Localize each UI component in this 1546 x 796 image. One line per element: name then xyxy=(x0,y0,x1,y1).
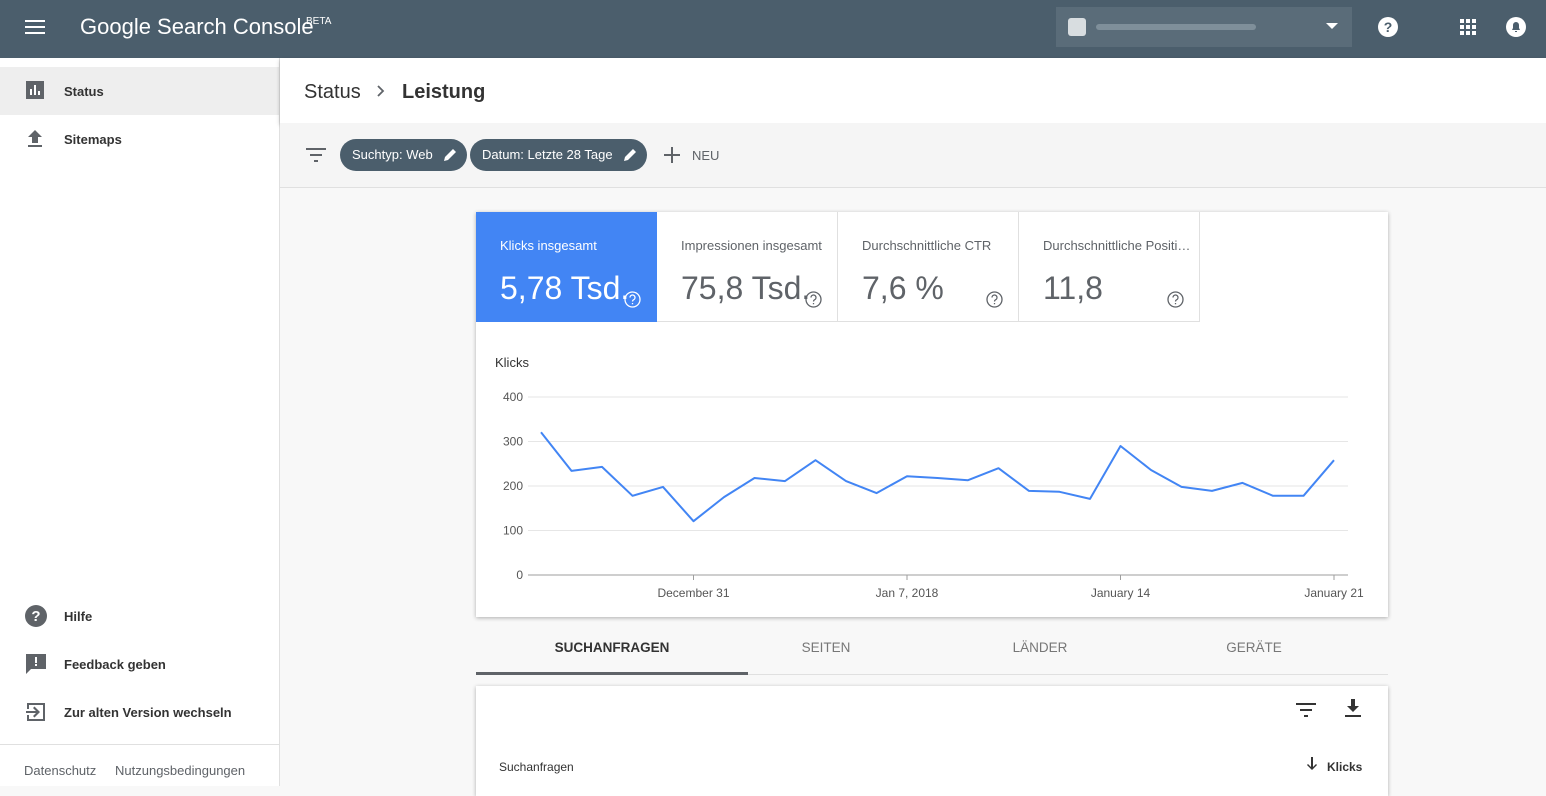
nav-help[interactable]: ? Hilfe xyxy=(0,592,279,640)
tab[interactable]: GERÄTE xyxy=(1226,640,1282,655)
switch-icon xyxy=(26,703,45,721)
edit-icon xyxy=(443,149,456,161)
table-card: Suchanfragen Klicks xyxy=(476,686,1388,796)
info-circle xyxy=(624,291,641,308)
table-filter-icon[interactable] xyxy=(1296,702,1316,718)
x-tick-label: Jan 7, 2018 xyxy=(876,586,939,600)
x-tick-label: December 31 xyxy=(657,586,729,600)
info-icon xyxy=(624,291,641,308)
feedback-icon xyxy=(26,654,46,674)
x-tick-label: January 21 xyxy=(1304,586,1364,600)
breadcrumb-current: Leistung xyxy=(402,81,486,103)
info-icon xyxy=(986,291,1003,308)
help-icon[interactable]: ? xyxy=(1377,16,1399,38)
metric-value: 75,8 Tsd. xyxy=(681,270,811,306)
metric-label: Durchschnittliche CTR xyxy=(862,238,992,253)
page-header: Status Leistung xyxy=(280,58,1546,123)
help-icon: ? xyxy=(25,605,47,627)
column-header[interactable]: Suchanfragen xyxy=(499,760,574,774)
info-circle xyxy=(986,291,1003,308)
column-header[interactable]: Klicks xyxy=(1327,760,1363,774)
metric-value: 7,6 % xyxy=(862,270,944,306)
info-icon xyxy=(805,291,822,308)
nav-feedback[interactable]: Feedback geben xyxy=(0,640,279,688)
y-axis-label: Klicks xyxy=(495,355,529,370)
tab-divider xyxy=(476,674,1388,675)
breadcrumb-parent[interactable]: Status xyxy=(304,81,361,103)
nav-label: Zur alten Version wechseln xyxy=(64,705,232,720)
svg-text:?: ? xyxy=(31,608,40,625)
nav-sitemaps[interactable]: Sitemaps xyxy=(0,115,279,163)
metric-tile[interactable]: Impressionen insgesamt 75,8 Tsd. xyxy=(657,212,838,322)
info-mark xyxy=(991,294,998,305)
y-tick-label: 0 xyxy=(516,568,523,582)
footer-divider xyxy=(0,744,279,745)
add-icon[interactable] xyxy=(664,147,680,163)
nav-label: Sitemaps xyxy=(64,132,122,147)
notifications-icon[interactable] xyxy=(1505,16,1527,38)
property-icon xyxy=(1068,18,1086,36)
performance-card: Klicks insgesamt 5,78 Tsd. Impressionen in… xyxy=(476,212,1388,617)
svg-text:?: ? xyxy=(1384,19,1393,35)
tab[interactable]: SEITEN xyxy=(801,640,851,655)
sort-arrow xyxy=(1307,757,1317,770)
breadcrumb-chevron xyxy=(377,85,385,97)
metric-label: Klicks insgesamt xyxy=(500,238,597,253)
tab[interactable]: LÄNDER xyxy=(1012,640,1068,655)
y-tick-label: 200 xyxy=(503,479,523,493)
dropdown-arrow xyxy=(1326,23,1338,29)
y-tick-label: 100 xyxy=(503,524,523,538)
top-bar: Google Search Console BETA ? xyxy=(0,0,1546,58)
metric-tile[interactable]: Klicks insgesamt 5,78 Tsd. xyxy=(476,212,657,322)
tab[interactable]: SUCHANFRAGEN xyxy=(554,640,670,655)
property-selector[interactable] xyxy=(1056,7,1352,47)
beta-badge: BETA xyxy=(306,16,332,27)
metric-value: 11,8 xyxy=(1043,270,1103,306)
filter-chip[interactable]: Suchtyp: Web xyxy=(340,139,467,171)
line-series xyxy=(540,431,1335,523)
download-icon[interactable] xyxy=(1344,699,1362,719)
metric-label: Impressionen insgesamt xyxy=(681,238,822,253)
nav-label: Hilfe xyxy=(64,609,93,624)
chart: Klicks 0 100 200 300 400 December 31 Jan 7, 20… xyxy=(495,355,1364,600)
footer-link[interactable]: Nutzungsbedingungen xyxy=(115,763,246,778)
info-circle xyxy=(805,291,822,308)
nav-label: Status xyxy=(64,84,104,99)
info-circle xyxy=(1167,291,1184,308)
edit-icon xyxy=(623,149,636,161)
filter-icon[interactable] xyxy=(306,147,326,163)
info-mark xyxy=(629,294,636,305)
info-mark xyxy=(810,294,817,305)
app-title: Google Search Console xyxy=(80,14,314,39)
nav-old-version[interactable]: Zur alten Version wechseln xyxy=(0,688,279,736)
metric-label: Durchschnittliche Positi… xyxy=(1043,238,1191,253)
metric-value: 5,78 Tsd. xyxy=(500,270,630,306)
nav-label: Feedback geben xyxy=(64,657,166,672)
status-icon xyxy=(26,81,44,99)
sidebar: Status Sitemaps ? Hilfe Feedback geben Z… xyxy=(0,58,280,786)
x-tick-label: January 14 xyxy=(1091,586,1151,600)
apps-icon[interactable] xyxy=(1460,19,1477,36)
metric-tile[interactable]: Durchschnittliche Positi… 11,8 xyxy=(1019,212,1200,322)
filter-chip[interactable]: Datum: Letzte 28 Tage xyxy=(470,139,647,171)
filter-bar: Suchtyp: Web Datum: Letzte 28 Tage NEU xyxy=(280,123,1546,188)
info-icon xyxy=(1167,291,1184,308)
tab-indicator xyxy=(476,672,748,675)
new-filter[interactable]: NEU xyxy=(692,148,720,163)
nav-status[interactable]: Status xyxy=(0,67,279,115)
sitemaps-icon xyxy=(28,130,42,147)
property-blur xyxy=(1096,24,1256,30)
menu-icon[interactable] xyxy=(25,18,47,36)
info-mark xyxy=(1172,294,1179,305)
footer-link[interactable]: Datenschutz xyxy=(24,763,97,778)
y-tick-label: 300 xyxy=(503,435,523,449)
chip-label: Suchtyp: Web xyxy=(352,147,433,162)
y-tick-label: 400 xyxy=(503,390,523,404)
metric-tile[interactable]: Durchschnittliche CTR 7,6 % xyxy=(838,212,1019,322)
chip-label: Datum: Letzte 28 Tage xyxy=(482,147,613,162)
